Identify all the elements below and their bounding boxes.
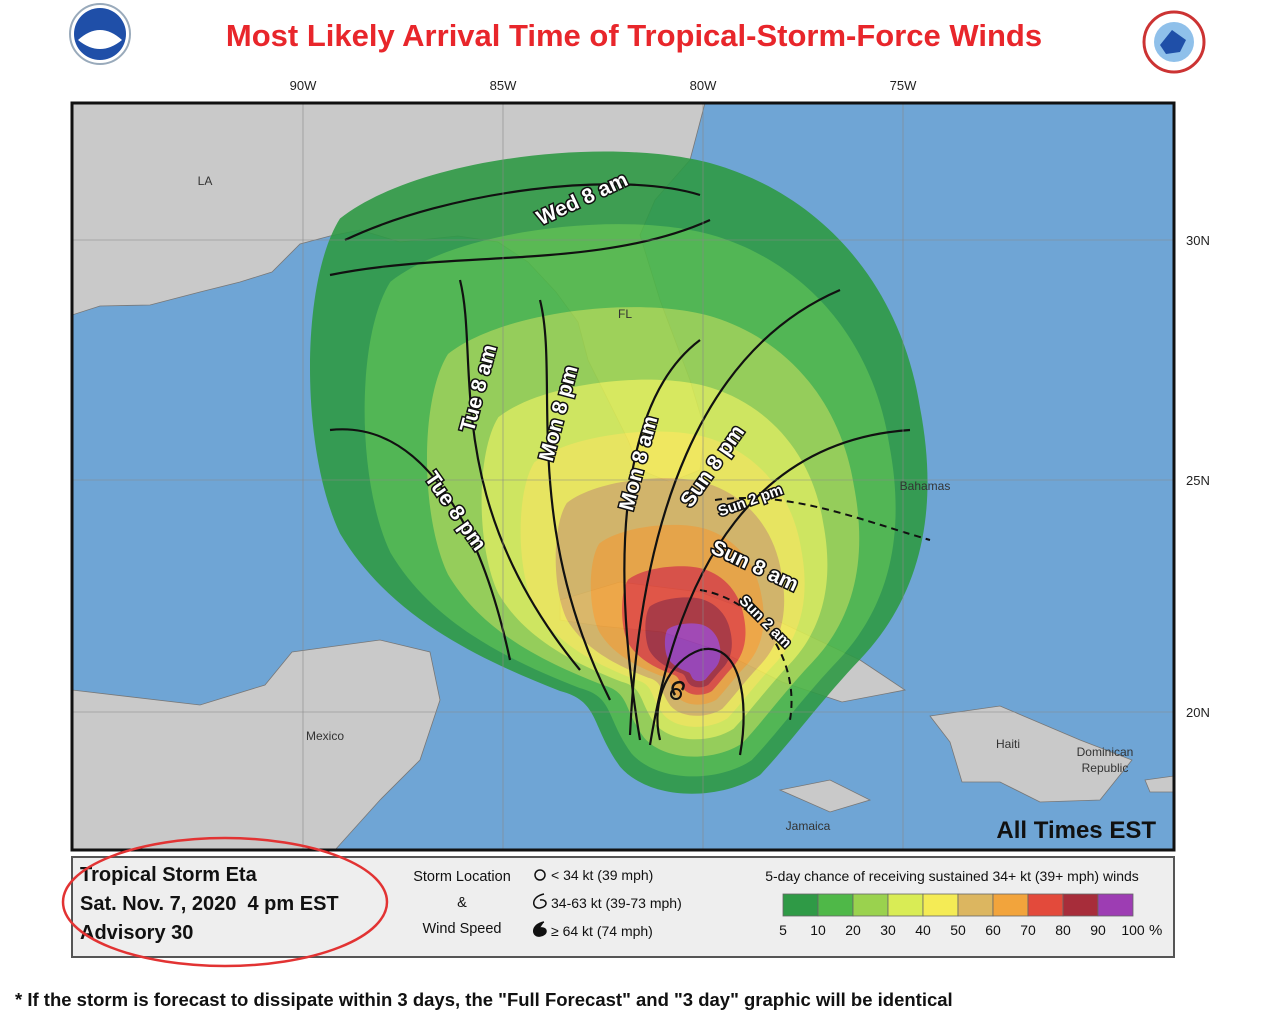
scale-tick: 40 xyxy=(915,922,931,938)
scale-swatch xyxy=(852,893,889,917)
longitude-label: 80W xyxy=(690,78,717,93)
scale-tick: 20 xyxy=(845,922,861,938)
place-label: Bahamas xyxy=(900,479,951,493)
map: LA FL Mexico Bahamas Haiti Jamaica Dominican Re… xyxy=(72,103,1174,850)
time-zone-note: All Times EST xyxy=(996,817,1156,844)
longitude-label: 75W xyxy=(890,78,917,93)
scale-title: 5-day chance of receiving sustained 34+ … xyxy=(765,868,1139,884)
nws-logo xyxy=(1142,10,1206,74)
scale-swatch xyxy=(922,893,959,917)
latitude-label: 30N xyxy=(1186,233,1210,248)
symbol-label: < 34 kt (39 mph) xyxy=(551,867,653,883)
symbol-heading: & xyxy=(457,895,467,911)
symbol-icon xyxy=(533,921,547,937)
latitude-label: 20N xyxy=(1186,705,1210,720)
scale-unit: % xyxy=(1149,922,1162,939)
scale-tick: 60 xyxy=(985,922,1001,938)
scale-tick: 5 xyxy=(779,922,787,938)
symbol-label: ≥ 64 kt (74 mph) xyxy=(551,923,653,939)
storm-info: Sat. Nov. 7, 2020 4 pm EST xyxy=(80,893,339,915)
symbol-label: 34-63 kt (39-73 mph) xyxy=(551,895,682,911)
scale-swatch xyxy=(992,893,1029,917)
place-label: Republic xyxy=(1082,761,1129,775)
place-label: FL xyxy=(618,307,632,321)
symbol-icon xyxy=(534,869,546,881)
highlight-ellipse xyxy=(61,836,389,968)
storm-info: Tropical Storm Eta xyxy=(80,864,258,886)
scale-swatch xyxy=(817,893,854,917)
scale-tick: 90 xyxy=(1090,922,1106,938)
scale-swatch xyxy=(957,893,994,917)
scale-tick: 10 xyxy=(810,922,826,938)
storm-info: Advisory 30 xyxy=(80,922,193,944)
place-label: Mexico xyxy=(306,729,344,743)
longitude-label: 85W xyxy=(490,78,517,93)
place-label: Jamaica xyxy=(786,819,831,833)
footnote: * If the storm is forecast to dissipate … xyxy=(15,989,953,1010)
scale-tick: 70 xyxy=(1020,922,1036,938)
scale-tick: 100 xyxy=(1121,922,1145,938)
scale-tick: 30 xyxy=(880,922,896,938)
noaa-logo xyxy=(69,3,131,65)
symbol-heading: Wind Speed xyxy=(423,921,502,937)
latitude-label: 25N xyxy=(1186,473,1210,488)
place-label: Dominican xyxy=(1077,745,1134,759)
symbol-icon xyxy=(533,893,547,909)
map-frame xyxy=(70,101,1176,852)
scale-swatch xyxy=(782,893,819,917)
title: Most Likely Arrival Time of Tropical-Sto… xyxy=(226,18,1042,53)
scale-swatch xyxy=(1062,893,1099,917)
scale-tick: 80 xyxy=(1055,922,1071,938)
scale-swatch xyxy=(887,893,924,917)
symbol-heading: Storm Location xyxy=(413,869,511,885)
place-label: LA xyxy=(198,174,213,188)
place-label: Haiti xyxy=(996,737,1020,751)
scale-swatch xyxy=(1097,893,1134,917)
scale-swatch xyxy=(1027,893,1064,917)
storm-symbol xyxy=(670,681,685,700)
scale-tick: 50 xyxy=(950,922,966,938)
longitude-label: 90W xyxy=(290,78,317,93)
